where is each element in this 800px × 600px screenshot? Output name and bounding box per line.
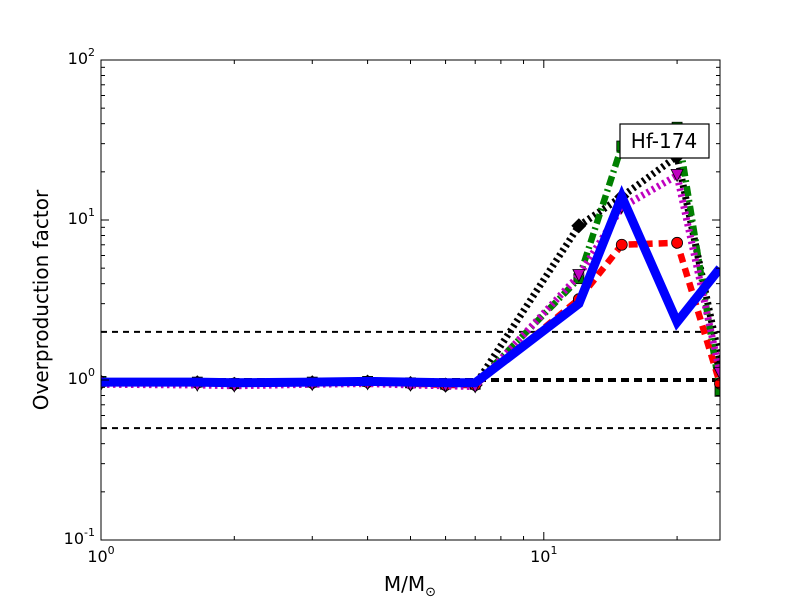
y-tick-label-1: 100 bbox=[68, 366, 95, 388]
data-point-1-11 bbox=[714, 385, 720, 397]
x-tick-label-1: 101 bbox=[530, 544, 557, 566]
plot-background bbox=[101, 60, 720, 540]
x-tick-label-0: 100 bbox=[87, 544, 114, 566]
x-axis-label-subscript: ⊙ bbox=[425, 585, 436, 600]
reference-lines bbox=[101, 330, 720, 430]
y-axis-label: Overproduction factor bbox=[29, 189, 53, 410]
data-point-2-11 bbox=[714, 377, 720, 390]
annotation-box: Hf-174 bbox=[619, 123, 710, 159]
data-point-2-10 bbox=[671, 236, 683, 249]
data-point-3-10 bbox=[670, 168, 684, 183]
series-4 bbox=[101, 184, 720, 388]
data-point-0-8 bbox=[571, 218, 587, 234]
y-tick-label-0: 10-1 bbox=[64, 526, 95, 548]
x-axis-label: M/M⊙ bbox=[384, 572, 436, 600]
data-point-2-9 bbox=[615, 238, 628, 251]
y-tick-label-2: 101 bbox=[68, 206, 95, 228]
plot-frame bbox=[100, 59, 721, 541]
annotation-label: Hf-174 bbox=[631, 129, 697, 153]
data-point-3-11 bbox=[713, 366, 720, 381]
series-line-4 bbox=[101, 184, 720, 388]
data-point-3-8 bbox=[572, 269, 586, 283]
y-tick-label-3: 102 bbox=[68, 46, 95, 68]
